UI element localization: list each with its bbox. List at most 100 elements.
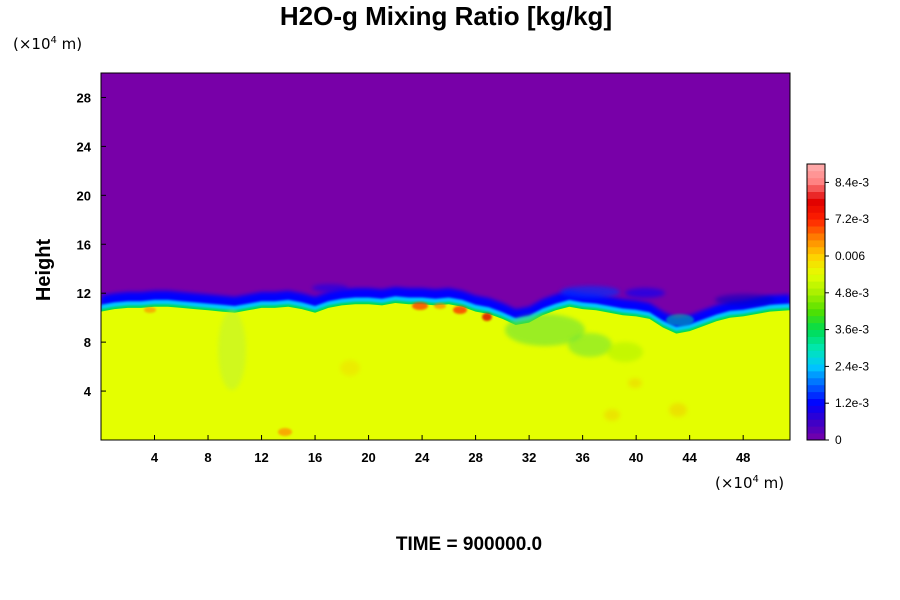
y-axis-unit-base: (×10 xyxy=(13,35,51,53)
colorbar-segment xyxy=(807,343,825,351)
colorbar-segment xyxy=(807,212,825,220)
moist-region xyxy=(101,303,790,440)
colorbar-segment xyxy=(807,177,825,186)
moist-plume xyxy=(666,314,694,326)
moist-spot xyxy=(340,360,360,376)
y-axis-label: Height xyxy=(33,239,55,302)
x-tick-label: 4 xyxy=(151,450,159,465)
colorbar-segment xyxy=(807,371,825,379)
y-tick-label: 20 xyxy=(77,188,91,203)
colorbar-segment xyxy=(807,391,825,399)
colorbar-segment xyxy=(807,184,825,192)
colorbar-segment xyxy=(807,288,825,296)
x-tick-label: 36 xyxy=(575,450,589,465)
colorbar-segment xyxy=(807,315,825,324)
colorbar-label: 8.4e-3 xyxy=(835,175,869,189)
colorbar-segment xyxy=(807,308,825,317)
moist-plume xyxy=(607,342,643,362)
x-tick-label: 12 xyxy=(254,450,268,465)
moist-spot xyxy=(412,302,428,310)
colorbar-segment xyxy=(807,295,825,303)
colorbar-segment xyxy=(807,426,825,434)
colorbar-segment xyxy=(807,405,825,413)
x-tick-label: 40 xyxy=(629,450,643,465)
field-features xyxy=(144,284,775,436)
colorbar-segment xyxy=(807,226,825,234)
colorbar-segment xyxy=(807,302,825,310)
moist-spot xyxy=(453,306,467,314)
colorbar-label: 4.8e-3 xyxy=(835,286,869,300)
colorbar-segment xyxy=(807,233,825,241)
y-axis-unit-exponent: 4 xyxy=(51,35,57,46)
moist-plume xyxy=(218,310,246,390)
colorbar-label: 0 xyxy=(835,433,842,447)
y-axis-ticks: 4 8 12 16 20 24 28 xyxy=(77,90,106,399)
x-axis-unit: (×104 m) xyxy=(715,474,784,492)
x-tick-label: 44 xyxy=(682,450,697,465)
chart-title: H2O-g Mixing Ratio [kg/kg] xyxy=(280,1,612,31)
x-tick-label: 16 xyxy=(308,450,322,465)
colorbar-segment xyxy=(807,364,825,372)
moist-plume xyxy=(568,333,612,357)
moist-spot xyxy=(628,378,642,388)
y-tick-label: 28 xyxy=(77,90,91,105)
colorbar-segment xyxy=(807,329,825,337)
x-axis-unit-exponent: 4 xyxy=(753,474,759,485)
colorbar-segment xyxy=(807,253,825,261)
colorbar-label: 1.2e-3 xyxy=(835,396,869,410)
colorbar-segment xyxy=(807,433,825,441)
colorbar-label: 0.006 xyxy=(835,249,865,263)
colorbar-segment xyxy=(807,412,825,420)
moist-spot xyxy=(278,428,292,436)
colorbar-segment xyxy=(807,384,825,393)
colorbar-segment xyxy=(807,357,825,365)
colorbar-segment xyxy=(807,281,825,289)
colorbar-segment xyxy=(807,170,825,179)
colorbar-border xyxy=(806,163,826,441)
colorbar-segment xyxy=(807,336,825,344)
cloud-streak xyxy=(625,288,665,298)
x-tick-label: 24 xyxy=(415,450,430,465)
colorbar-segment xyxy=(807,377,825,386)
cloud-streak xyxy=(715,294,775,306)
moist-spot xyxy=(604,409,620,421)
colorbar-segment xyxy=(807,274,825,282)
x-tick-label: 20 xyxy=(361,450,375,465)
x-tick-label: 8 xyxy=(204,450,211,465)
plot-border xyxy=(100,72,791,441)
y-tick-label: 12 xyxy=(77,286,91,301)
moist-spot xyxy=(482,313,492,321)
colorbar-segment xyxy=(807,219,825,227)
moist-spot xyxy=(669,403,687,417)
moist-spot xyxy=(144,307,156,313)
colorbar-segment xyxy=(807,267,825,275)
y-axis-unit: (×104 m) xyxy=(13,35,82,53)
x-tick-label: 32 xyxy=(522,450,536,465)
plot-area xyxy=(101,73,790,440)
time-label: TIME = 900000.0 xyxy=(396,534,542,555)
colorbar-label: 2.4e-3 xyxy=(835,359,869,373)
colorbar-segment xyxy=(807,239,825,248)
colorbar-segment xyxy=(807,205,825,213)
colorbar-segment xyxy=(807,398,825,406)
x-axis-ticks: 4 8 12 16 20 24 28 32 36 40 44 48 xyxy=(151,435,750,465)
colorbar-segment xyxy=(807,198,825,206)
colorbar-segment xyxy=(807,164,825,172)
y-axis-unit-tail: m) xyxy=(57,35,82,53)
colorbar-segment xyxy=(807,419,825,427)
colorbar-segment xyxy=(807,260,825,268)
colorbar: 8.4e-3 7.2e-3 0.006 4.8e-3 3.6e-3 2.4e-3 1.2e-… xyxy=(806,163,869,447)
cloud-streak xyxy=(560,286,620,298)
colorbar-segment xyxy=(807,350,825,358)
cloud-streak xyxy=(312,284,348,292)
y-tick-label: 24 xyxy=(77,139,92,154)
y-tick-label: 4 xyxy=(84,384,92,399)
moist-spot xyxy=(434,303,446,309)
x-tick-label: 48 xyxy=(736,450,750,465)
y-tick-label: 16 xyxy=(77,237,91,252)
colorbar-label: 7.2e-3 xyxy=(835,212,869,226)
x-axis-unit-tail: m) xyxy=(759,474,784,492)
x-tick-label: 28 xyxy=(468,450,482,465)
moist-plume xyxy=(505,314,585,346)
